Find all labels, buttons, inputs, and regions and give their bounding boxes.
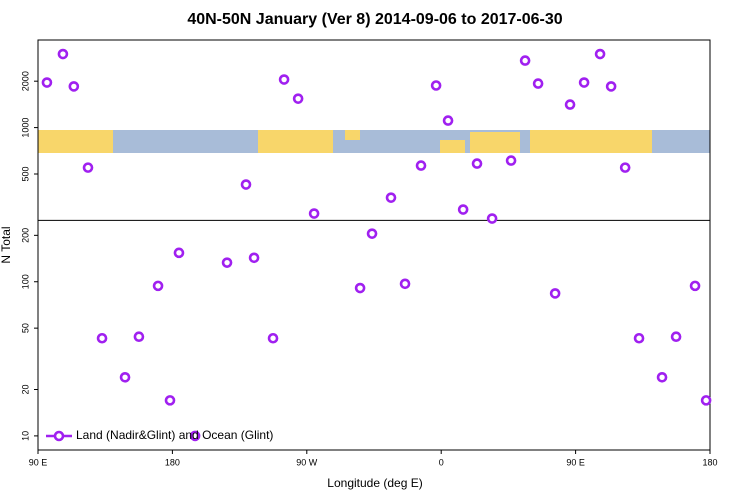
data-point [670,331,682,343]
chart-title: 40N-50N January (Ver 8) 2014-09-06 to 20… [187,11,562,28]
data-point [532,78,544,89]
x-axis-label: Longitude (deg E) [327,476,422,490]
data-point [57,48,69,60]
data-point [633,332,645,344]
y-tick-label: 200 [20,228,30,243]
x-tick-label: 90 E [566,457,585,467]
data-point [430,80,442,91]
data-point [68,81,80,92]
data-point [189,430,201,442]
data-point [41,77,53,88]
x-tick-label: 180 [702,457,717,467]
data-point [278,74,290,85]
data-point [442,115,454,126]
data-point [605,81,617,92]
data-point [700,395,712,406]
y-tick-label: 500 [20,166,30,181]
y-tick-label: 20 [20,384,30,394]
data-point [308,208,320,219]
data-point [656,371,668,383]
data-point [505,155,517,166]
data-point [221,257,233,268]
data-point [267,332,279,344]
plot-frame [37,39,711,451]
x-tick-label: 90 W [296,457,318,467]
data-point [578,77,590,88]
legend-marker [53,430,65,442]
data-point [564,99,576,110]
map-band [38,130,710,153]
data-point [457,204,469,215]
data-point [399,278,411,290]
data-point [133,331,145,343]
data-point [119,371,131,383]
data-point [82,162,94,173]
y-tick-label: 1000 [20,118,30,138]
x-tick-label: 0 [439,457,444,467]
data-point [519,55,531,66]
y-tick-label: 100 [20,274,30,289]
data-point [486,213,498,224]
data-point [354,282,366,294]
y-axis-label: N Total [0,226,13,263]
data-point [471,158,483,169]
data-point [549,288,561,299]
data-point [366,228,378,239]
data-point [415,160,427,171]
data-point [619,162,631,173]
data-point [594,48,606,60]
data-point [152,280,164,292]
data-point [385,192,397,203]
data-point [96,332,108,344]
data-point [248,252,260,264]
x-tick-label: 90 E [29,457,48,467]
y-tick-label: 2000 [20,71,30,91]
data-point [173,247,185,259]
data-point [240,179,252,190]
data-point [164,395,176,406]
y-tick-label: 50 [20,323,30,333]
x-tick-label: 180 [165,457,180,467]
y-tick-label: 10 [20,431,30,441]
data-point [689,280,701,292]
data-point [292,93,304,104]
legend-label: Land (Nadir&Glint) and Ocean (Glint) [76,428,273,442]
